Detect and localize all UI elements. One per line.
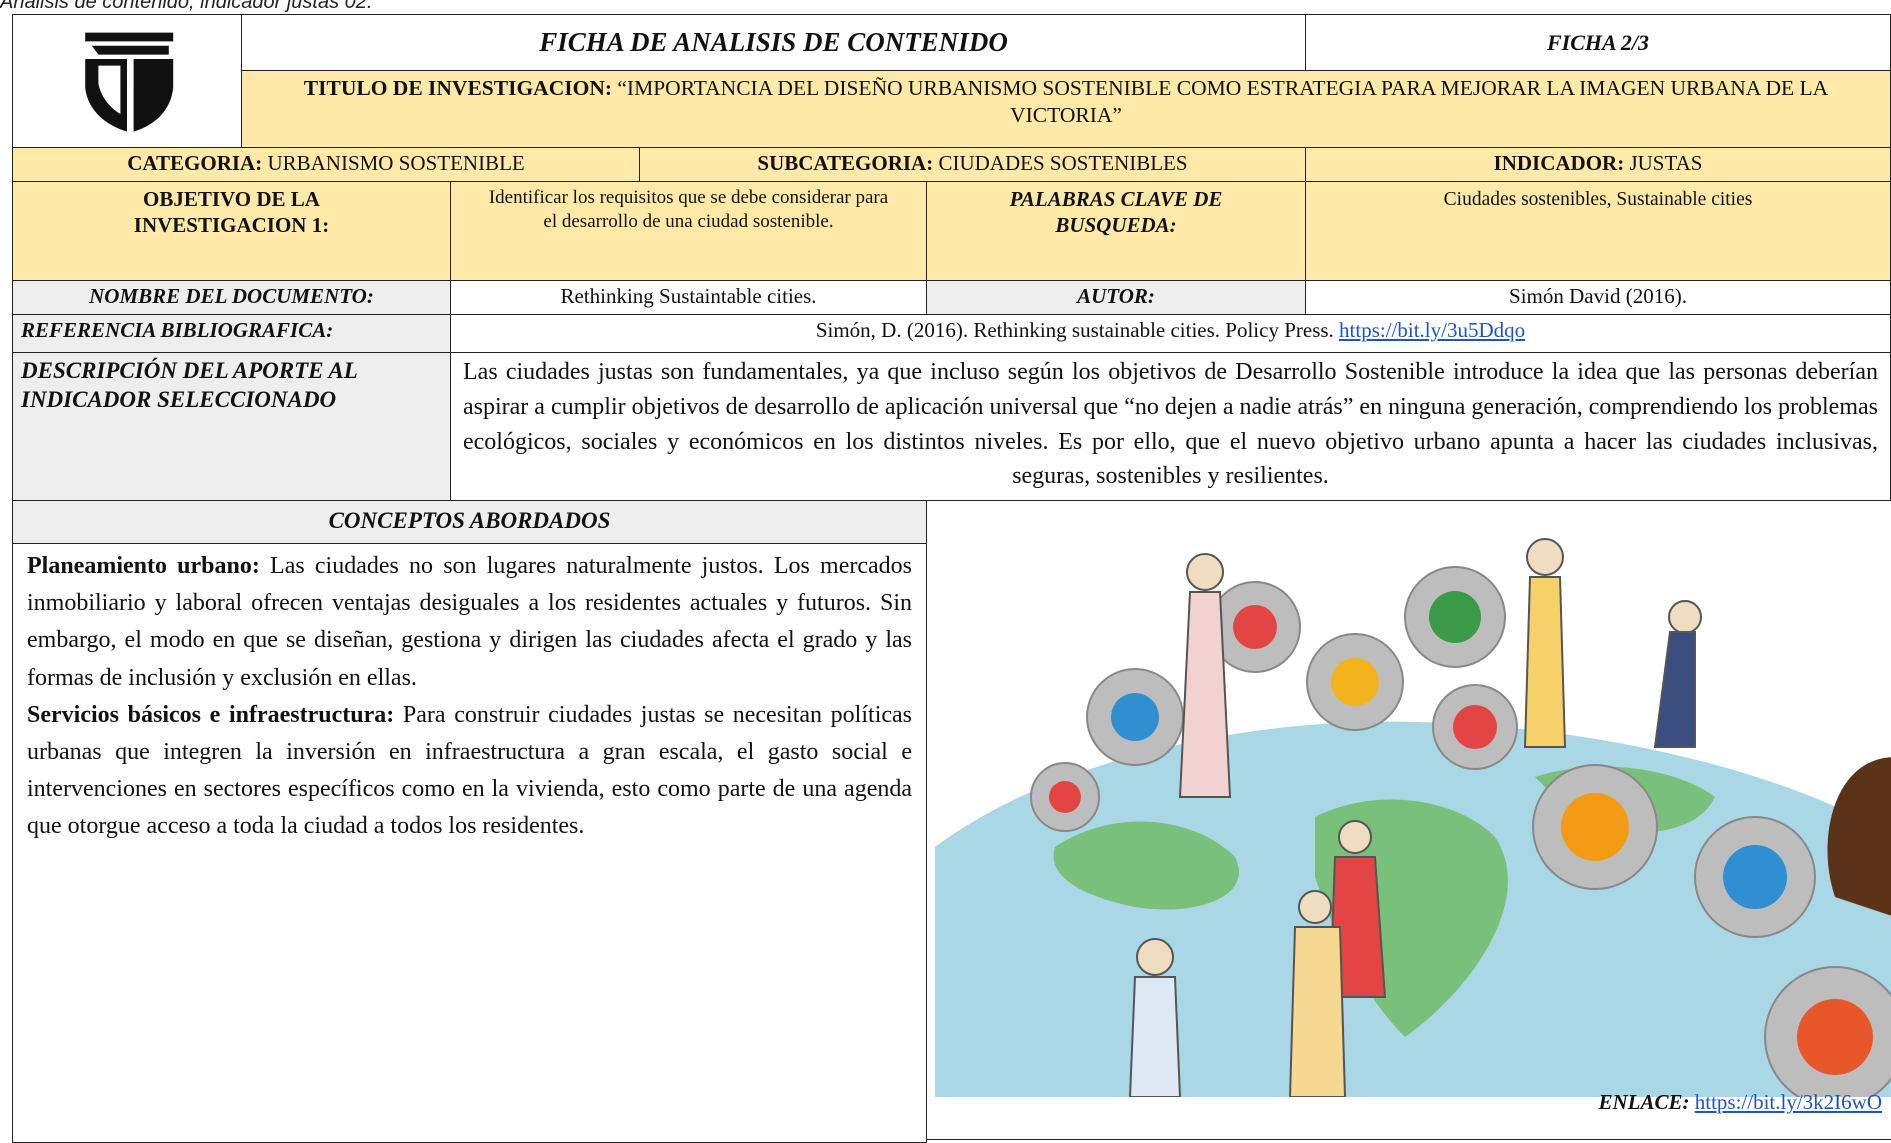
value: CIUDADES SOSTENIBLES xyxy=(938,151,1188,175)
description-text: Las ciudades justas son fundamentales, y… xyxy=(450,352,1891,501)
reference-cell: Simón, D. (2016). Rethinking sustainable… xyxy=(450,314,1891,353)
label: TITULO DE INVESTIGACION: xyxy=(303,76,613,100)
value: URBANISMO SOSTENIBLE xyxy=(267,151,525,175)
author-label: AUTOR: xyxy=(926,280,1306,315)
concept: Servicios básicos e infraestructura: Par… xyxy=(27,697,912,846)
sheet-number: FICHA 2/3 xyxy=(1305,14,1891,71)
label: SUBCATEGORIA: xyxy=(757,151,934,175)
objective-label: OBJETIVO DE LA INVESTIGACION 1: xyxy=(12,181,451,281)
reference-text: Simón, D. (2016). Rethinking sustainable… xyxy=(815,318,1334,342)
value: JUSTAS xyxy=(1629,151,1703,175)
concept-text: Las ciudades no son lugares naturalmente… xyxy=(27,553,913,691)
caption: Análisis de contenido, indicador justas … xyxy=(0,0,373,13)
concept: Planeamiento urbano: Las ciudades no son… xyxy=(27,548,912,697)
label: ENLACE: xyxy=(1598,1090,1690,1114)
indicator-cell: INDICADOR: JUSTAS xyxy=(1305,147,1891,182)
concepts-heading: CONCEPTOS ABORDADOS xyxy=(12,500,927,544)
concepts-body: Planeamiento urbano: Las ciudades no son… xyxy=(12,543,927,1143)
research-title-cell: TITULO DE INVESTIGACION: “IMPORTANCIA DE… xyxy=(241,70,1891,148)
concept-term: Planeamiento urbano: xyxy=(27,553,260,579)
logo xyxy=(85,32,174,132)
reference-link[interactable]: https://bit.ly/3u5Ddqo xyxy=(1339,318,1526,342)
concept-term: Servicios básicos e infraestructura: xyxy=(27,701,395,728)
image-cell: ENLACE: https://bit.ly/3k2I6wO xyxy=(926,500,1891,1140)
keywords-label: PALABRAS CLAVE DE BUSQUEDA: xyxy=(926,181,1306,281)
concept-text: Para construir ciudades justas se necesi… xyxy=(27,701,913,840)
logo-cell xyxy=(12,14,242,148)
document-name: Rethinking Sustaintable cities. xyxy=(450,280,927,315)
description-label: DESCRIPCIÓN DEL APORTE AL INDICADOR SELE… xyxy=(12,352,451,501)
form-title: FICHA DE ANALISIS DE CONTENIDO xyxy=(241,14,1306,71)
objective-text: Identificar los requisitos que se debe c… xyxy=(450,181,927,281)
illustration xyxy=(935,538,1891,1097)
research-title: “IMPORTANCIA DEL DISEÑO URBANISMO SOSTEN… xyxy=(617,76,1829,127)
document-name-label: NOMBRE DEL DOCUMENTO: xyxy=(12,280,451,315)
image-link-row: ENLACE: https://bit.ly/3k2I6wO xyxy=(1598,1089,1882,1115)
label: CATEGORIA: xyxy=(127,151,263,175)
reference-label: REFERENCIA BIBLIOGRAFICA: xyxy=(12,314,451,353)
author: Simón David (2016). xyxy=(1305,280,1891,315)
label: INDICADOR: xyxy=(1493,151,1625,175)
subcategory-cell: SUBCATEGORIA: CIUDADES SOSTENIBLES xyxy=(639,147,1306,182)
image-link[interactable]: https://bit.ly/3k2I6wO xyxy=(1694,1090,1882,1114)
category-cell: CATEGORIA: URBANISMO SOSTENIBLE xyxy=(12,147,640,182)
keywords: Ciudades sostenibles, Sustainable cities xyxy=(1305,181,1891,281)
